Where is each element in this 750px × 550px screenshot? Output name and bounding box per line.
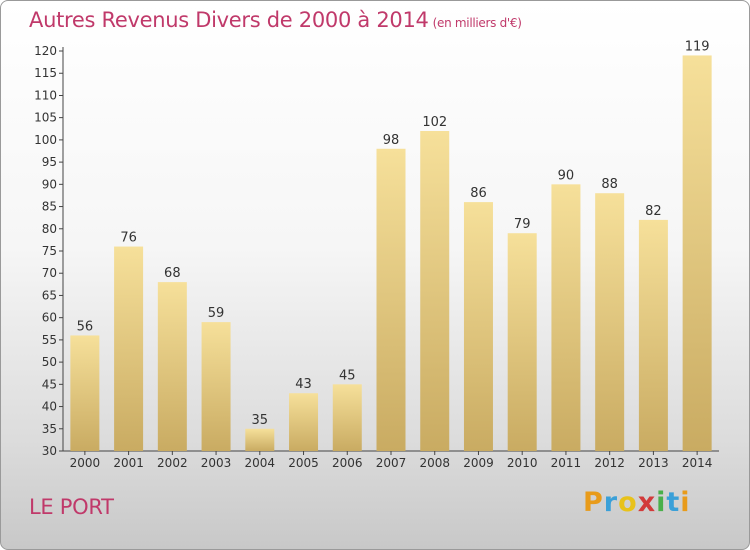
x-tick-label: 2002	[157, 456, 188, 470]
y-tick-label: 50	[42, 355, 57, 369]
bar-value-label: 79	[514, 217, 531, 232]
bar-value-label: 35	[252, 413, 269, 428]
unit-note: (en milliers d'€)	[432, 16, 522, 30]
bar	[507, 233, 537, 451]
logo-letter: i	[680, 487, 691, 518]
x-tick-label: 2003	[201, 456, 232, 470]
logo-letter: r	[603, 487, 619, 518]
bar	[157, 282, 187, 451]
bar-value-label: 86	[470, 186, 487, 201]
bar	[332, 384, 362, 451]
bar	[420, 131, 450, 451]
bar-value-label: 76	[120, 231, 137, 246]
y-tick-label: 65	[42, 288, 57, 302]
y-tick-label: 115	[34, 66, 57, 80]
y-tick-label: 85	[42, 200, 57, 214]
bar	[551, 184, 581, 452]
city-name: LE PORT	[29, 495, 114, 519]
proxiti-logo: Proxiti	[583, 487, 691, 518]
x-tick-label: 2009	[463, 456, 494, 470]
x-tick-label: 2000	[70, 456, 101, 470]
bar-value-label: 56	[77, 319, 94, 334]
y-tick-label: 120	[34, 44, 57, 58]
bar-value-label: 102	[422, 115, 447, 130]
logo-letter: x	[637, 487, 657, 518]
y-tick-label: 35	[42, 422, 57, 436]
logo-letter: P	[583, 487, 604, 518]
bar-value-label: 98	[383, 133, 400, 148]
bar-value-label: 43	[295, 377, 312, 392]
title-text: Autres Revenus Divers de 2000 à 2014	[29, 8, 429, 32]
y-tick-label: 55	[42, 333, 57, 347]
x-tick-label: 2010	[507, 456, 538, 470]
bar	[376, 148, 406, 451]
y-tick-label: 80	[42, 222, 57, 236]
x-tick-label: 2005	[288, 456, 319, 470]
y-tick-label: 75	[42, 244, 57, 258]
chart-title: Autres Revenus Divers de 2000 à 2014 (en …	[29, 8, 522, 32]
x-tick-label: 2011	[551, 456, 582, 470]
bar-value-label: 90	[558, 168, 575, 183]
x-tick-label: 2001	[113, 456, 144, 470]
x-tick-label: 2013	[638, 456, 669, 470]
y-tick-label: 105	[34, 111, 57, 125]
bar-value-label: 68	[164, 266, 181, 281]
bar	[114, 246, 144, 451]
bar-value-label: 88	[601, 177, 618, 192]
logo-letter: i	[656, 487, 667, 518]
x-tick-label: 2012	[594, 456, 625, 470]
bar	[289, 393, 319, 451]
bar	[638, 219, 668, 451]
y-tick-label: 30	[42, 444, 57, 458]
y-tick-label: 70	[42, 266, 57, 280]
y-tick-label: 90	[42, 177, 57, 191]
bar	[682, 55, 712, 451]
x-tick-label: 2008	[419, 456, 450, 470]
y-tick-label: 45	[42, 377, 57, 391]
bar	[245, 428, 275, 451]
bar-value-label: 45	[339, 368, 356, 383]
x-tick-label: 2004	[245, 456, 276, 470]
x-tick-label: 2006	[332, 456, 363, 470]
y-tick-label: 40	[42, 400, 57, 414]
bar	[201, 322, 231, 451]
y-tick-label: 110	[34, 88, 57, 102]
bar-value-label: 82	[645, 204, 662, 219]
y-tick-label: 60	[42, 311, 57, 325]
y-tick-label: 95	[42, 155, 57, 169]
logo-letter: t	[666, 487, 681, 518]
bar	[70, 335, 100, 451]
y-tick-label: 100	[34, 133, 57, 147]
x-tick-label: 2007	[376, 456, 407, 470]
logo-letter: o	[618, 487, 638, 518]
bar	[463, 202, 493, 451]
x-tick-label: 2014	[682, 456, 713, 470]
bar	[595, 193, 625, 451]
bar-value-label: 59	[208, 306, 225, 321]
bar-value-label: 119	[685, 39, 710, 54]
